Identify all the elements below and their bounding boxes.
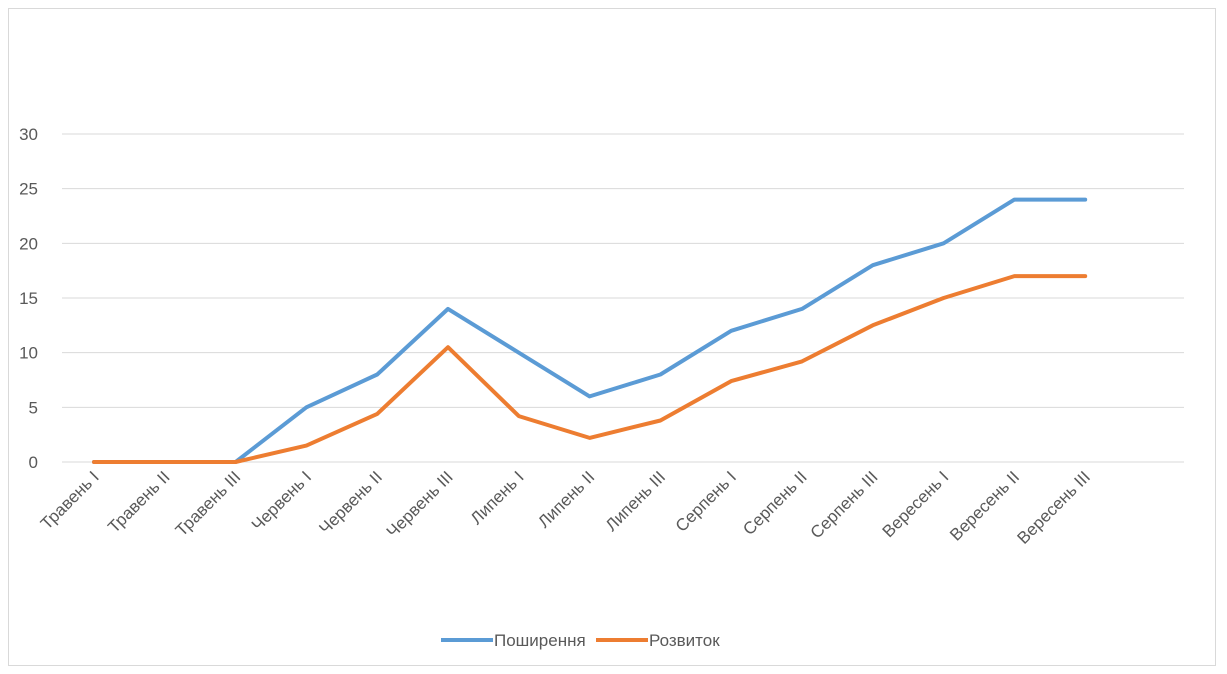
legend: Поширення Розвиток [441, 631, 720, 650]
chart-frame [8, 8, 1216, 666]
legend-label-0: Поширення [494, 631, 586, 650]
y-tick-label: 20 [19, 234, 38, 253]
y-tick-label: 30 [19, 125, 38, 144]
x-tick-label: Червень III [383, 467, 457, 541]
x-tick-label: Червень I [248, 467, 315, 534]
series-lines [92, 197, 1088, 464]
y-tick-label: 5 [29, 398, 38, 417]
legend-label-1: Розвиток [649, 631, 720, 650]
x-tick-label: Серпень II [739, 467, 811, 539]
y-tick-label: 0 [29, 453, 38, 472]
x-tick-label: Липень I [467, 467, 528, 528]
y-tick-label: 15 [19, 289, 38, 308]
x-tick-label: Вересень II [946, 467, 1023, 544]
y-tick-label: 10 [19, 344, 38, 363]
gridlines [62, 133, 1184, 463]
x-tick-label: Серпень III [807, 467, 882, 542]
x-tick-label: Травень I [37, 467, 103, 533]
x-tick-label: Вересень I [879, 467, 953, 541]
y-axis-ticks: 0 5 10 15 20 25 30 [19, 125, 38, 472]
x-tick-label: Серпень I [672, 467, 740, 535]
y-tick-label: 25 [19, 180, 38, 199]
x-tick-label: Травень II [104, 467, 173, 536]
x-tick-label: Липень III [602, 467, 669, 534]
series-line-1 [92, 274, 1088, 464]
x-tick-label: Липень II [534, 467, 598, 531]
x-tick-label: Червень II [315, 467, 386, 538]
x-tick-label: Травень III [172, 467, 245, 540]
series-line-0 [92, 197, 1088, 464]
x-tick-label: Вересень III [1014, 467, 1094, 547]
